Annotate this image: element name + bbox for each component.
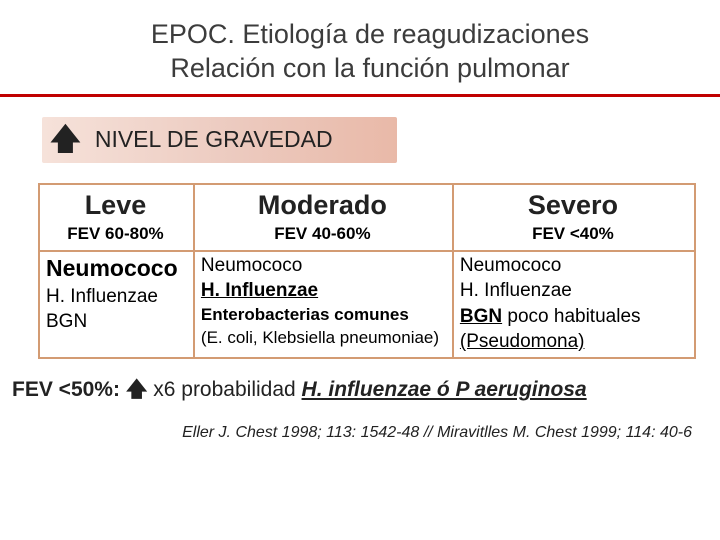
level-moderado-name: Moderado [201, 186, 444, 221]
sev-neumococo: Neumococo [460, 253, 686, 279]
slide-title: EPOC. Etiología de reagudizaciones Relac… [0, 0, 720, 97]
leve-neumococo: Neumococo [46, 253, 185, 284]
footer-mid: x6 probabilidad [153, 378, 301, 401]
body-moderado: Neumococo H. Influenzae Enterobacterias … [194, 251, 453, 359]
title-line-2: Relación con la función pulmonar [60, 52, 680, 86]
level-severo-header: Severo [453, 184, 695, 223]
mod-hinfluenzae: H. Influenzae [201, 278, 444, 304]
body-row: Neumococo H. Influenzae BGN Neumococo H.… [39, 251, 695, 359]
sev-bgn-line: BGN poco habituales [460, 304, 686, 330]
level-moderado-header: Moderado [194, 184, 453, 223]
mod-entero: Enterobacterias comunes [201, 304, 444, 327]
level-name-row: Leve Moderado Severo [39, 184, 695, 223]
severity-label: NIVEL DE GRAVEDAD [95, 126, 333, 153]
body-severo: Neumococo H. Influenzae BGN poco habitua… [453, 251, 695, 359]
footer-lead: FEV <50%: [12, 378, 126, 401]
body-leve: Neumococo H. Influenzae BGN [39, 251, 194, 359]
mod-neumococo: Neumococo [201, 253, 444, 279]
sev-pseudomona: (Pseudomona) [460, 329, 686, 355]
mod-entero-detail: (E. coli, Klebsiella pneumoniae) [201, 327, 444, 350]
footer-note: FEV <50%: 🡅 x6 probabilidad H. influenza… [12, 375, 720, 410]
footer-emph: H. influenzae ó P aeruginosa [302, 378, 587, 401]
leve-bgn: BGN [46, 309, 185, 335]
fev-moderado: FEV 40-60% [194, 223, 453, 251]
fev-leve: FEV 60-80% [39, 223, 194, 251]
fev-severo: FEV <40% [453, 223, 695, 251]
footer-arrow-icon: 🡅 [126, 378, 148, 401]
sev-bgn: BGN [460, 306, 502, 327]
severity-gradient-bar: 🡅 NIVEL DE GRAVEDAD [42, 117, 397, 163]
title-line-1: EPOC. Etiología de reagudizaciones [60, 18, 680, 52]
level-leve-name: Leve [46, 186, 185, 221]
etiology-table: Leve Moderado Severo FEV 60-80% FEV 40-6… [38, 183, 696, 360]
leve-hinfluenzae: H. Influenzae [46, 284, 185, 310]
arrow-up-icon: 🡅 [50, 125, 81, 155]
citation: Eller J. Chest 1998; 113: 1542-48 // Mir… [0, 424, 720, 442]
sev-bgn-tail: poco habituales [502, 306, 640, 327]
level-severo-name: Severo [460, 186, 686, 221]
sev-hinfluenzae: H. Influenzae [460, 278, 686, 304]
level-leve-header: Leve [39, 184, 194, 223]
fev-row: FEV 60-80% FEV 40-60% FEV <40% [39, 223, 695, 251]
